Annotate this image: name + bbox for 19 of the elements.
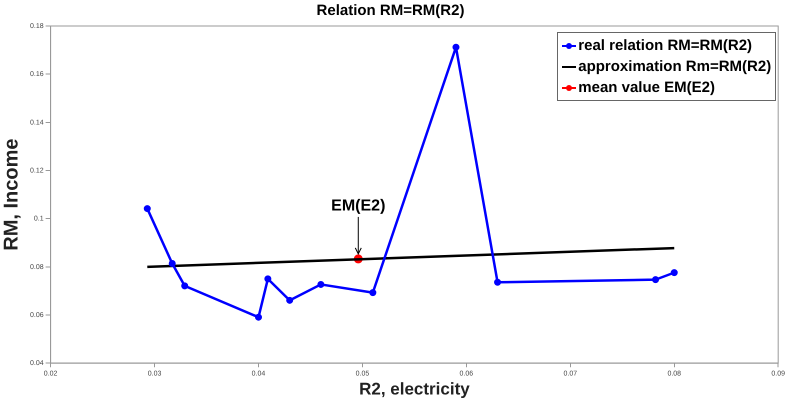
point [144,205,151,212]
point [168,260,176,267]
point [286,296,294,304]
point [255,314,262,321]
point [317,280,324,288]
point [494,278,502,286]
legend-label: real relation RM=RM(R2) [578,37,752,54]
point [452,44,460,51]
legend-label: approximation Rm=RM(R2) [578,58,772,75]
annotation: EM(E2) [331,197,386,214]
point [369,289,376,296]
point [264,275,272,282]
point [181,282,188,290]
legend-label: mean value EM(E2) [578,79,715,96]
x-axis-title: R2, electricity [359,379,470,398]
y-axis-title: RM, Income [0,138,23,251]
point [652,276,660,284]
point [670,269,678,276]
chart-title: Relation RM=RM(R2) [316,2,464,20]
